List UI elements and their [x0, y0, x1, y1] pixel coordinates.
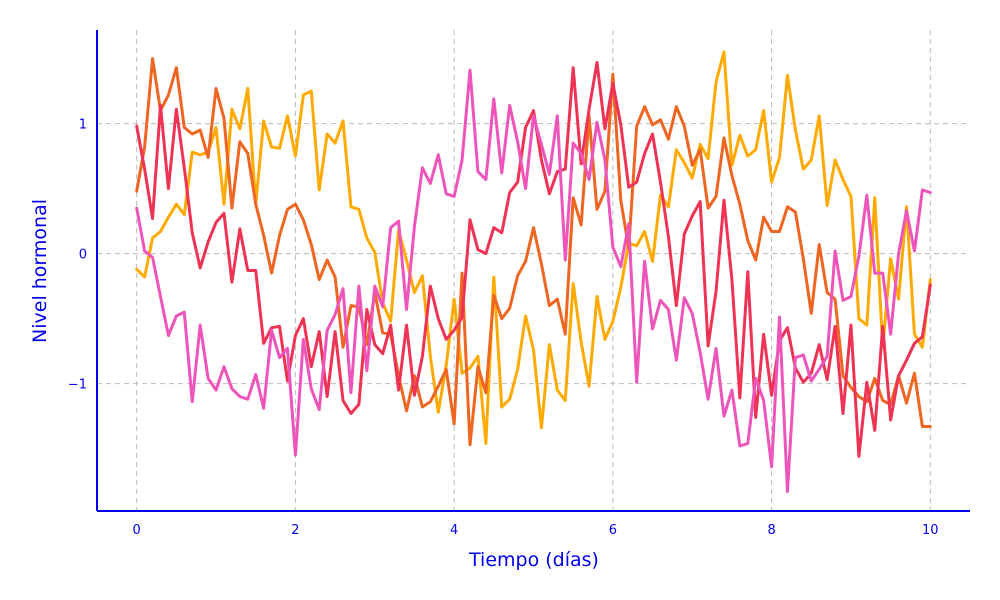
tick-labels: 0 2 4 6 8 10 −1 0 1 [68, 118, 939, 538]
series-line-4 [135, 68, 932, 493]
axes [96, 30, 970, 512]
y-tick-label: 1 [79, 118, 87, 133]
x-tick-label: 0 [133, 523, 141, 538]
x-tick-label: 2 [291, 523, 299, 538]
y-tick-label: 0 [79, 248, 87, 263]
y-tick-label: −1 [68, 378, 87, 393]
y-axis-title: Nivel hormonal [29, 199, 51, 343]
series-line-3 [135, 61, 932, 458]
series-lines [135, 50, 932, 493]
series-line-2 [135, 57, 932, 447]
series-line-1 [135, 50, 932, 445]
x-tick-label: 8 [767, 523, 775, 538]
x-tick-label: 10 [922, 523, 939, 538]
x-tick-label: 6 [609, 523, 617, 538]
x-axis-title: Tiempo (días) [468, 549, 599, 571]
x-tick-label: 4 [450, 523, 458, 538]
